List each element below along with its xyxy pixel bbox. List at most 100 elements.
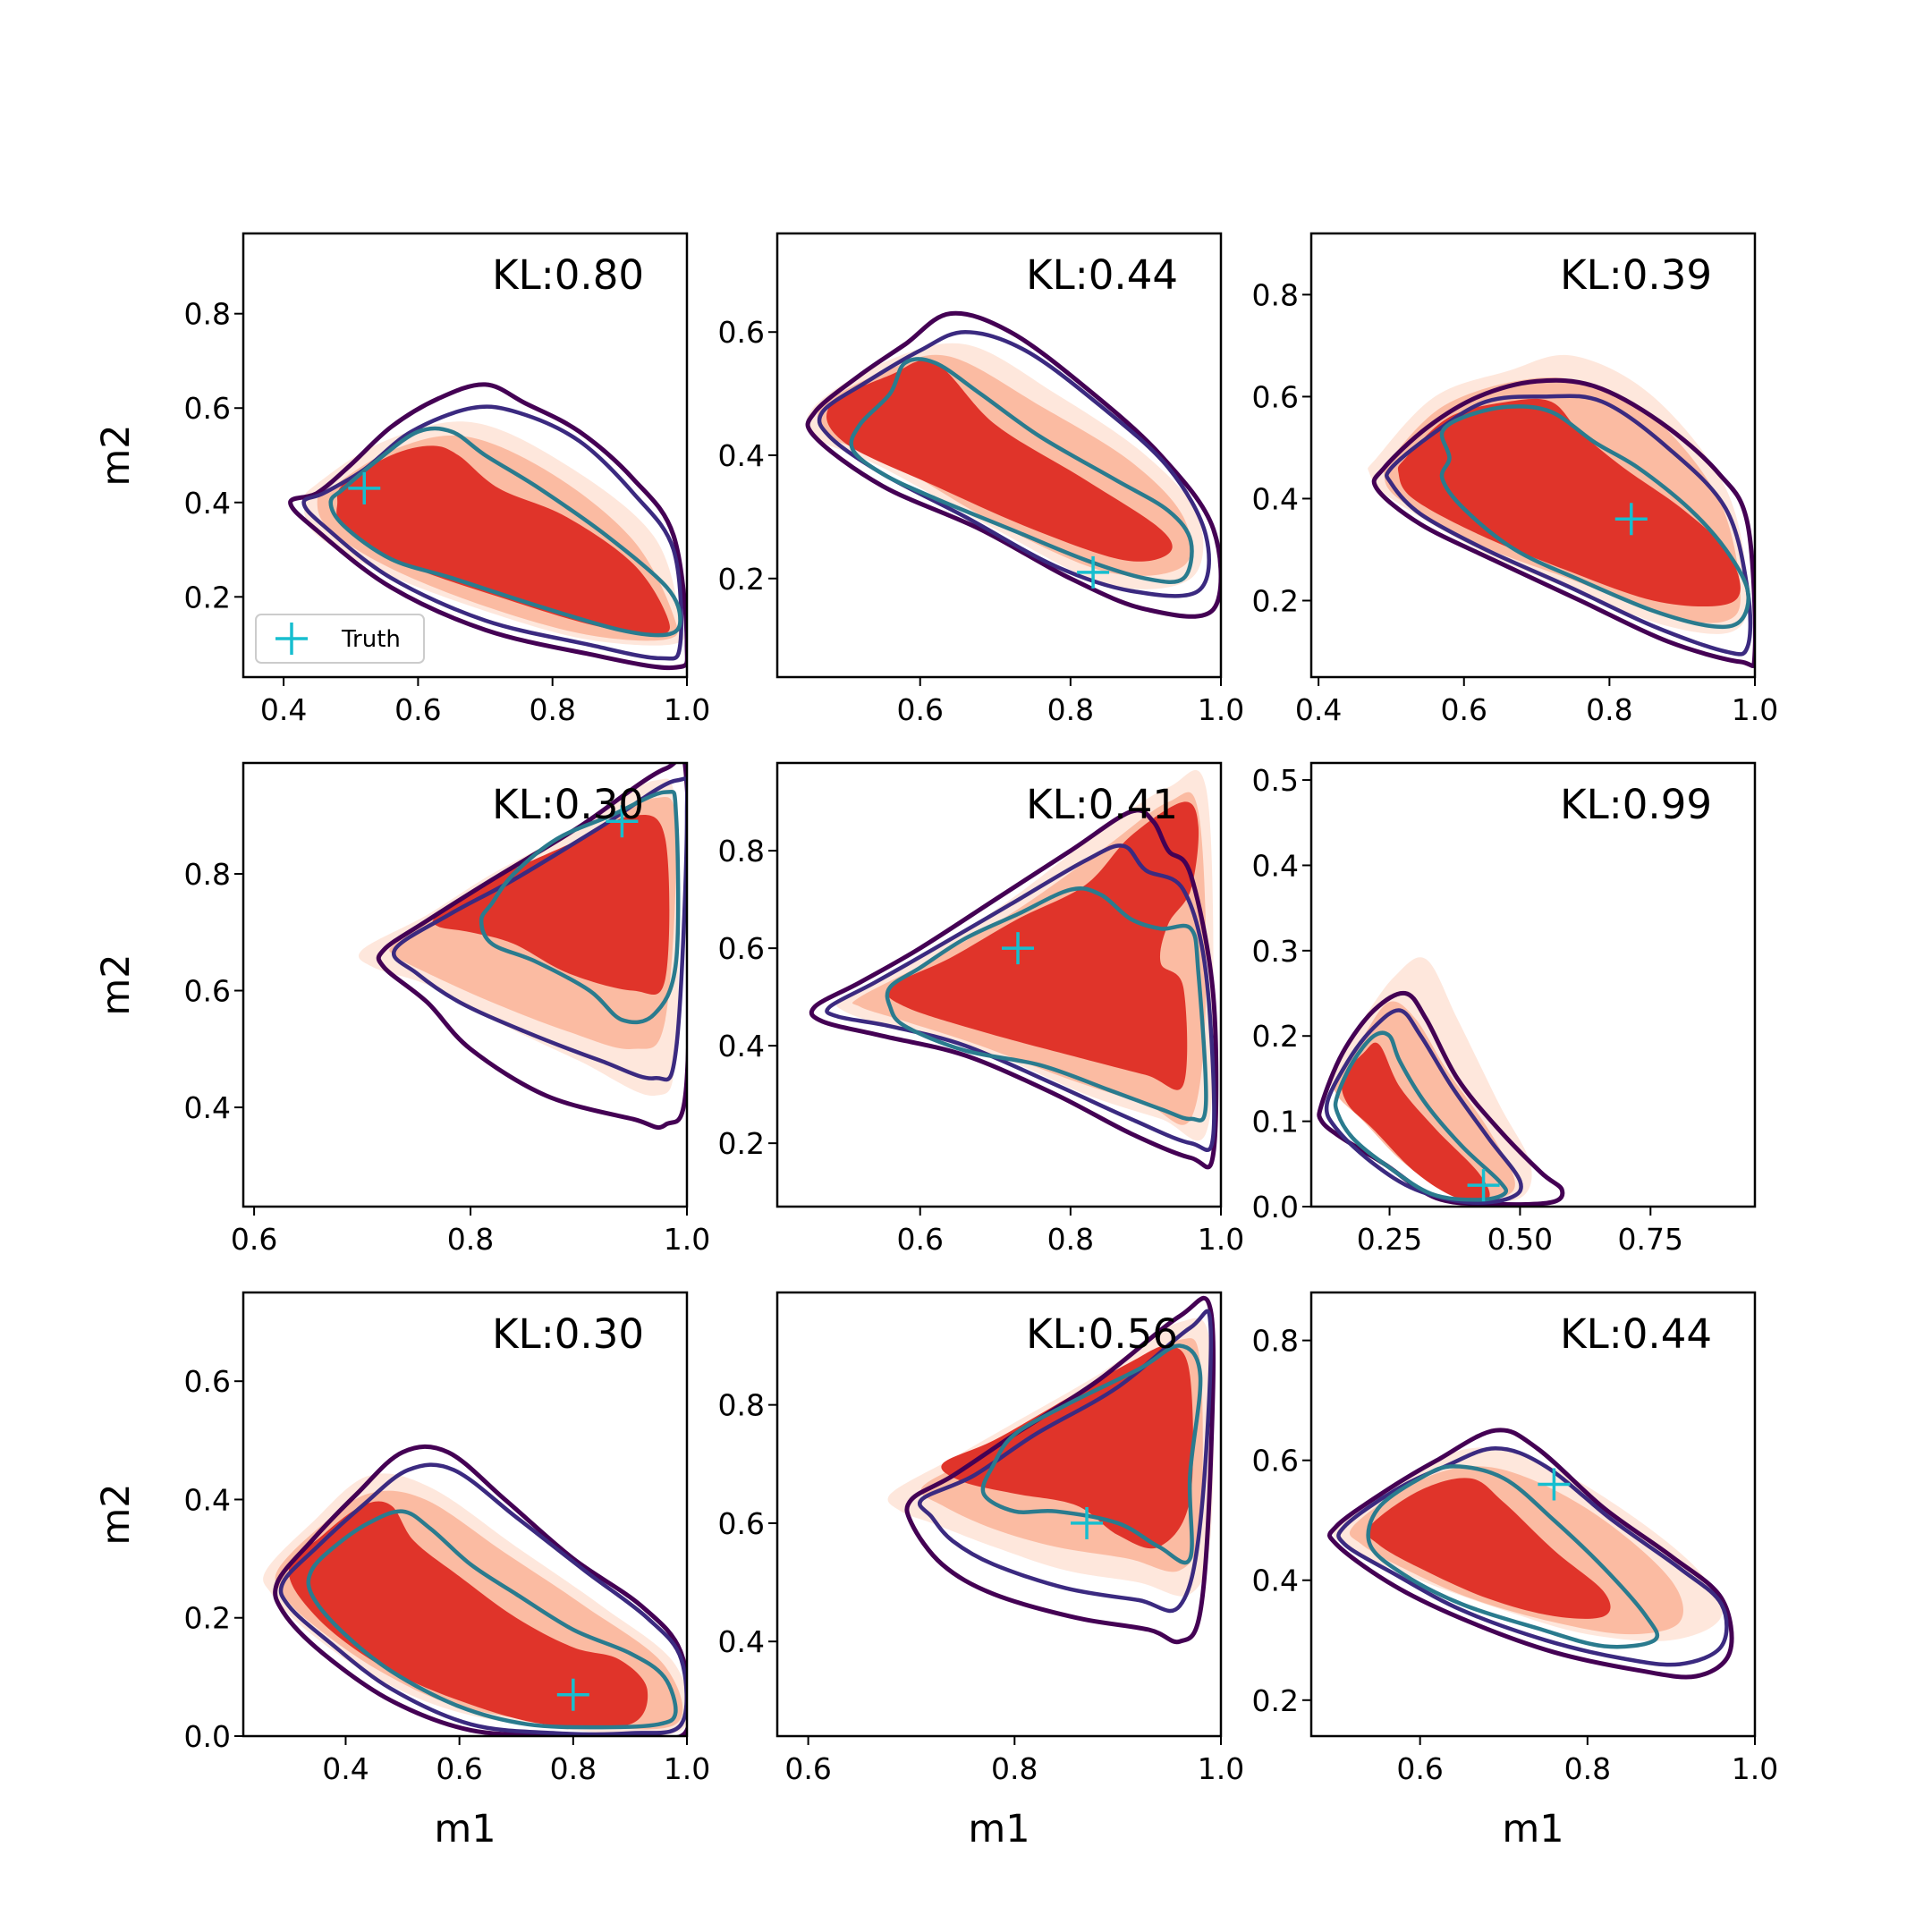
y-tick-label: 0.1 — [1252, 1105, 1299, 1140]
filled-region-inner — [886, 801, 1199, 1090]
y-axis-label: m2 — [94, 1483, 139, 1545]
legend: Truth — [255, 614, 425, 664]
subplot-8: 0.6 0.8 1.0 0.4 0.6 0.8 KL:0.56 m1 — [718, 1291, 1244, 1852]
y-tick-label: 0.4 — [184, 486, 231, 521]
filled-region-inner — [1367, 1478, 1611, 1619]
y-tick-label: 0.4 — [184, 1090, 231, 1125]
contour-line-second — [825, 843, 1216, 1152]
kl-label: KL:0.44 — [1560, 1310, 1712, 1358]
y-axis-label: m2 — [94, 424, 139, 486]
x-tick-label: 0.75 — [1618, 1222, 1683, 1257]
x-tick-label: 0.6 — [436, 1751, 482, 1786]
x-tick-label: 0.8 — [1564, 1751, 1611, 1786]
axes-frame — [775, 761, 1223, 1208]
subplot-4: 0.6 0.8 1.0 0.4 0.6 0.8 KL:0.30 m2 — [94, 761, 710, 1257]
truth-marker — [1071, 1506, 1104, 1539]
y-tick-label: 0.8 — [718, 1388, 765, 1423]
contour-line-second — [918, 1309, 1214, 1614]
y-tick-label: 0.2 — [184, 580, 231, 614]
y-tick-label: 0.6 — [184, 391, 231, 426]
axes-frame — [1309, 1291, 1757, 1738]
y-tick-label: 0.2 — [1252, 1683, 1299, 1718]
x-tick-label: 0.8 — [1586, 692, 1632, 727]
kl-label: KL:0.99 — [1560, 781, 1712, 828]
contour-line-outermost — [376, 763, 687, 1131]
subplot-1: 0.4 0.6 0.8 1.0 0.2 0.4 0.6 0.8 KL:0.80 m2 Truth — [94, 232, 710, 727]
subplot-6: 0.25 0.50 0.75 0.0 0.1 0.2 0.3 0.4 0.5 KL:0.99 — [1252, 761, 1757, 1257]
contour-line-inner — [980, 1343, 1203, 1565]
y-tick-label: 0.2 — [718, 562, 765, 597]
x-tick-label: 1.0 — [1198, 1751, 1244, 1786]
legend-label: Truth — [341, 626, 401, 653]
contour-line-second — [278, 1462, 687, 1736]
axes-frame — [242, 1291, 689, 1738]
x-tick-label: 1.0 — [1732, 1751, 1778, 1786]
axes-frame — [242, 232, 689, 679]
truth-marker — [1467, 1169, 1500, 1202]
kl-label: KL:0.30 — [492, 1310, 644, 1358]
y-tick-label: 0.0 — [1252, 1190, 1299, 1224]
contour-line-inner — [328, 426, 682, 638]
truth-marker — [1614, 503, 1648, 536]
plot-area — [263, 1444, 687, 1736]
plot-area — [288, 382, 687, 671]
filled-region-inner — [826, 360, 1173, 562]
filled-region-inner — [288, 1501, 648, 1728]
contour-line-outermost — [273, 1444, 687, 1736]
y-tick-label: 0.4 — [718, 1029, 765, 1063]
x-tick-label: 0.8 — [1047, 1222, 1094, 1257]
filled-region-inner — [941, 1345, 1194, 1549]
x-axis-label: m1 — [968, 1807, 1030, 1852]
y-tick-label: 0.8 — [1252, 1324, 1299, 1359]
y-tick-label: 0.2 — [184, 1601, 231, 1636]
x-tick-label: 0.8 — [529, 692, 575, 727]
y-tick-label: 0.6 — [718, 931, 765, 966]
contour-line-inner — [306, 1509, 678, 1730]
kl-label: KL:0.80 — [492, 251, 644, 299]
legend-truth-marker — [275, 623, 308, 655]
y-tick-label: 0.2 — [718, 1126, 765, 1161]
plot-area — [1368, 354, 1755, 669]
plot-area — [358, 763, 687, 1131]
x-tick-label: 0.4 — [322, 1751, 369, 1786]
y-tick-label: 0.4 — [1252, 1563, 1299, 1598]
y-tick-label: 0.6 — [184, 1364, 231, 1399]
filled-region-inner — [1341, 1042, 1490, 1202]
plot-area — [887, 1295, 1216, 1645]
x-tick-label: 0.8 — [1047, 692, 1094, 727]
truth-marker — [556, 1678, 589, 1711]
contour-line-second — [1336, 1446, 1729, 1667]
y-tick-label: 0.6 — [718, 1506, 765, 1541]
kl-label: KL:0.56 — [1026, 1310, 1178, 1358]
y-tick-label: 0.8 — [184, 857, 231, 892]
y-tick-label: 0.2 — [1252, 1019, 1299, 1054]
y-tick-label: 0.4 — [1252, 848, 1299, 883]
plot-area — [1317, 957, 1565, 1207]
contour-line-second — [391, 776, 687, 1082]
kl-label: KL:0.30 — [492, 781, 644, 828]
subplot-5: 0.6 0.8 1.0 0.2 0.4 0.6 0.8 KL:0.41 — [718, 761, 1244, 1257]
x-tick-label: 0.6 — [231, 1222, 277, 1257]
x-tick-label: 0.6 — [1441, 692, 1487, 727]
contour-line-outermost — [288, 382, 687, 671]
x-tick-label: 0.8 — [550, 1751, 597, 1786]
y-tick-label: 0.6 — [1252, 1444, 1299, 1479]
subplot-3: 0.4 0.6 0.8 1.0 0.2 0.4 0.6 0.8 KL:0.39 — [1252, 232, 1778, 727]
y-tick-label: 0.4 — [1252, 481, 1299, 516]
truth-marker — [1538, 1468, 1571, 1501]
y-tick-label: 0.8 — [184, 297, 231, 332]
x-axis-label: m1 — [434, 1807, 496, 1852]
axes-frame — [1309, 761, 1757, 1208]
x-tick-label: 1.0 — [1732, 692, 1778, 727]
contour-line-inner — [479, 790, 681, 1025]
y-tick-label: 0.6 — [718, 315, 765, 350]
x-tick-label: 0.4 — [1295, 692, 1342, 727]
y-tick-label: 0.8 — [1252, 277, 1299, 312]
truth-marker — [1002, 932, 1035, 965]
x-tick-label: 0.8 — [447, 1222, 494, 1257]
x-tick-label: 1.0 — [1198, 1222, 1244, 1257]
contour-line-second — [1385, 394, 1753, 657]
x-tick-label: 0.6 — [896, 692, 943, 727]
contour-line-outermost — [1327, 1428, 1734, 1680]
y-tick-label: 0.4 — [184, 1482, 231, 1517]
